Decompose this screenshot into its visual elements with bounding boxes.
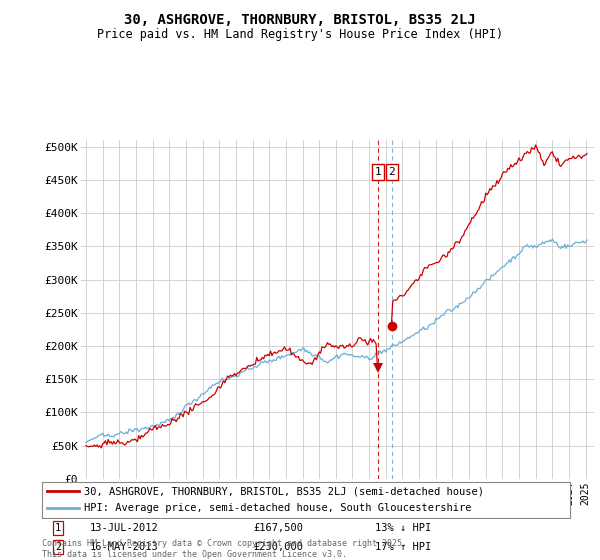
Text: 13-JUL-2012: 13-JUL-2012 bbox=[89, 523, 158, 533]
Text: 17% ↑ HPI: 17% ↑ HPI bbox=[374, 542, 431, 552]
Text: HPI: Average price, semi-detached house, South Gloucestershire: HPI: Average price, semi-detached house,… bbox=[84, 503, 472, 513]
Text: Price paid vs. HM Land Registry's House Price Index (HPI): Price paid vs. HM Land Registry's House … bbox=[97, 28, 503, 41]
Text: £230,000: £230,000 bbox=[253, 542, 303, 552]
Text: 13% ↓ HPI: 13% ↓ HPI bbox=[374, 523, 431, 533]
Text: £167,500: £167,500 bbox=[253, 523, 303, 533]
Text: 1: 1 bbox=[55, 523, 61, 533]
Text: 30, ASHGROVE, THORNBURY, BRISTOL, BS35 2LJ (semi-detached house): 30, ASHGROVE, THORNBURY, BRISTOL, BS35 2… bbox=[84, 487, 484, 496]
Text: 16-MAY-2013: 16-MAY-2013 bbox=[89, 542, 158, 552]
Text: 1: 1 bbox=[375, 167, 382, 177]
Text: 2: 2 bbox=[389, 167, 395, 177]
Text: 2: 2 bbox=[55, 542, 61, 552]
Text: 30, ASHGROVE, THORNBURY, BRISTOL, BS35 2LJ: 30, ASHGROVE, THORNBURY, BRISTOL, BS35 2… bbox=[124, 13, 476, 27]
Text: Contains HM Land Registry data © Crown copyright and database right 2025.
This d: Contains HM Land Registry data © Crown c… bbox=[42, 539, 407, 559]
